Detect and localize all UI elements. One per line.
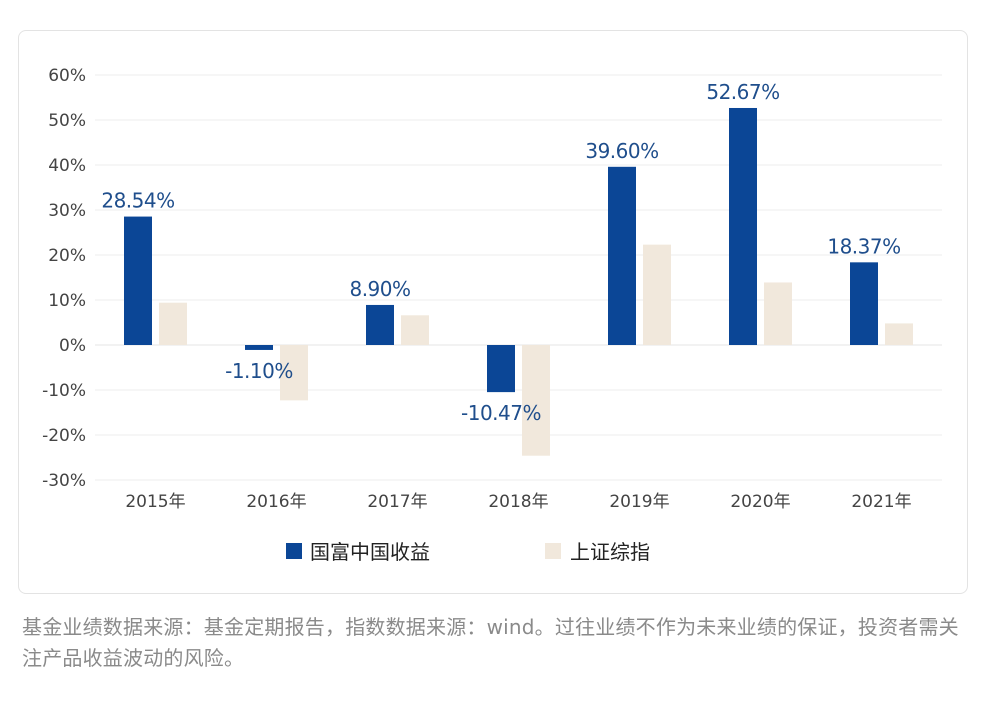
data-label: -10.47% bbox=[461, 401, 541, 425]
y-tick-label: 10% bbox=[48, 291, 86, 311]
bar-国富中国收益 bbox=[729, 107, 757, 345]
y-tick-label: -30% bbox=[42, 471, 86, 491]
bar-国富中国收益 bbox=[245, 345, 273, 350]
bar-上证综指 bbox=[643, 244, 671, 345]
y-tick-label: 20% bbox=[48, 246, 86, 266]
bar-国富中国收益 bbox=[850, 262, 878, 345]
y-tick-label: -10% bbox=[42, 381, 86, 401]
bar-国富中国收益 bbox=[124, 216, 152, 345]
legend-swatch-fund bbox=[286, 543, 302, 559]
x-tick-label: 2020年 bbox=[730, 492, 790, 512]
y-tick-label: 30% bbox=[48, 201, 86, 221]
legend-label-index: 上证综指 bbox=[570, 540, 650, 564]
bar-上证综指 bbox=[159, 302, 187, 345]
bar-国富中国收益 bbox=[487, 345, 515, 393]
legend-swatch-index bbox=[545, 543, 561, 559]
x-tick-label: 2015年 bbox=[125, 492, 185, 512]
data-source-footnote: 基金业绩数据来源：基金定期报告，指数数据来源：wind。过往业绩不作为未来业绩的… bbox=[22, 615, 959, 670]
y-tick-label: 60% bbox=[48, 66, 86, 86]
bar-上证综指 bbox=[764, 282, 792, 345]
bar-上证综指 bbox=[885, 323, 913, 345]
data-label: 8.90% bbox=[349, 277, 410, 301]
x-tick-label: 2017年 bbox=[367, 492, 427, 512]
y-tick-label: 40% bbox=[48, 156, 86, 176]
x-tick-label: 2018年 bbox=[488, 492, 548, 512]
data-label: 39.60% bbox=[585, 139, 658, 163]
x-tick-label: 2021年 bbox=[851, 492, 911, 512]
y-tick-label: 0% bbox=[59, 336, 86, 356]
legend-label-fund: 国富中国收益 bbox=[310, 540, 430, 564]
bar-上证综指 bbox=[401, 315, 429, 345]
data-label: 52.67% bbox=[706, 80, 779, 104]
data-label: -1.10% bbox=[225, 359, 293, 383]
bar-国富中国收益 bbox=[366, 304, 394, 345]
bar-上证综指 bbox=[280, 345, 308, 401]
bar-chart: 60% 50% 40% 30% 20% 10% 0% -10% -20% -30% 28.54% 20… bbox=[42, 66, 942, 564]
data-label: 28.54% bbox=[101, 189, 174, 213]
bar-国富中国收益 bbox=[608, 166, 636, 345]
y-tick-label: -20% bbox=[42, 426, 86, 446]
bar-上证综指 bbox=[522, 345, 550, 456]
y-tick-label: 50% bbox=[48, 111, 86, 131]
x-tick-label: 2019年 bbox=[609, 492, 669, 512]
data-label: 18.37% bbox=[827, 234, 900, 258]
x-tick-label: 2016年 bbox=[246, 492, 306, 512]
